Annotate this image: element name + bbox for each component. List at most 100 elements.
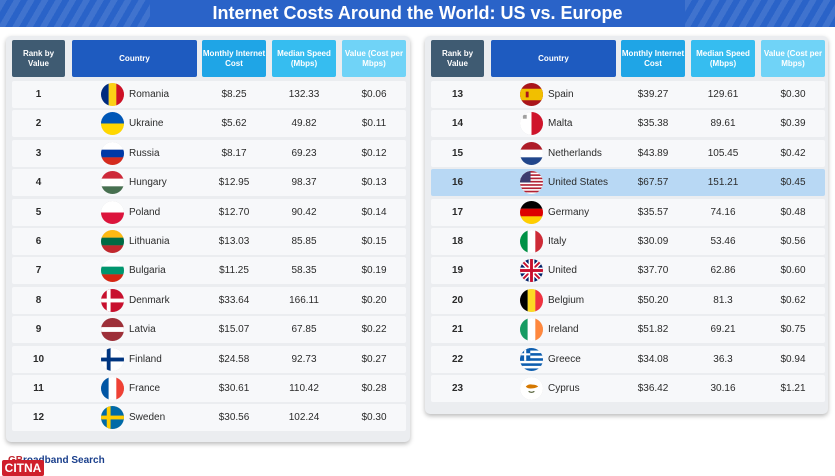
netherlands-flag-icon	[520, 141, 543, 165]
table-row: 20 Belgium $50.20 81.3 $0.62	[431, 286, 825, 314]
country-name: Cyprus	[548, 383, 580, 394]
country-name: Italy	[548, 236, 567, 247]
table-row: 14 Malta $35.38 89.61 $0.39	[431, 110, 825, 138]
country-name: Denmark	[129, 294, 170, 306]
median-speed-cell: 89.61	[710, 118, 736, 130]
country-cell: Netherlands	[491, 140, 616, 167]
header-country: Country	[491, 40, 616, 77]
median-speed-cell: 110.42	[289, 383, 319, 394]
country-name: Finland	[129, 353, 162, 365]
median-speed-cell: 102.24	[288, 412, 320, 424]
country-cell: Spain	[491, 81, 616, 108]
monthly-cost-cell: $12.95	[218, 177, 250, 189]
median-speed-cell: 85.85	[291, 236, 317, 247]
value-cell: $0.30	[361, 412, 387, 424]
united-kingdom-flag-icon	[520, 259, 543, 283]
value-cell: $0.30	[780, 89, 806, 100]
table-row: 11 France $30.61 110.42 $0.28	[12, 375, 406, 402]
monthly-cost-cell: $37.70	[637, 265, 669, 277]
country-cell: Cyprus	[491, 375, 616, 402]
median-speed-cell: 129.61	[707, 89, 739, 100]
median-speed-cell: 69.23	[291, 147, 317, 159]
median-speed-cell: 166.11	[289, 294, 319, 306]
monthly-cost-cell: $24.58	[218, 353, 250, 365]
rank-cell: 8	[35, 294, 42, 306]
country-cell: United States	[491, 169, 616, 196]
value-cell: $0.11	[361, 118, 387, 130]
table-row: 5 Poland $12.70 90.42 $0.14	[12, 198, 406, 226]
country-cell: Poland	[72, 199, 197, 226]
header-rank: Rank by Value	[431, 40, 484, 77]
header-median-speed: Median Speed (Mbps)	[691, 40, 755, 77]
country-cell: Russia	[72, 140, 197, 167]
value-cell: $0.13	[361, 177, 387, 189]
median-speed-cell: 36.3	[713, 353, 733, 365]
romania-flag-icon	[101, 83, 124, 106]
ireland-flag-icon	[520, 318, 543, 342]
page-title: Internet Costs Around the World: US vs. …	[212, 3, 623, 23]
monthly-cost-cell: $12.70	[218, 206, 250, 218]
median-speed-cell: 74.16	[710, 206, 736, 218]
rank-cell: 10	[32, 353, 45, 365]
rank-cell: 15	[451, 147, 464, 159]
country-name: Greece	[548, 353, 581, 365]
rank-cell: 22	[451, 353, 464, 365]
monthly-cost-cell: $30.61	[218, 383, 250, 394]
country-cell: Germany	[491, 199, 616, 226]
rank-cell: 16	[451, 177, 464, 189]
country-name: Ukraine	[129, 118, 164, 130]
table-row: 6 Lithuania $13.03 85.85 $0.15	[12, 228, 406, 255]
united-states-flag-icon	[520, 171, 543, 195]
median-speed-cell: 58.35	[291, 265, 317, 277]
monthly-cost-cell: $15.07	[218, 324, 250, 336]
italy-flag-icon	[520, 230, 543, 253]
title-bar-stripes-right	[685, 0, 835, 27]
value-cell: $0.45	[780, 177, 806, 189]
country-name: Spain	[548, 89, 574, 100]
value-cell: $0.12	[361, 147, 387, 159]
rank-cell: 9	[35, 324, 42, 336]
ukraine-flag-icon	[101, 112, 124, 136]
table-row: 7 Bulgaria $11.25 58.35 $0.19	[12, 257, 406, 285]
median-speed-cell: 53.46	[710, 236, 736, 247]
table-row: 15 Netherlands $43.89 105.45 $0.42	[431, 139, 825, 167]
median-speed-cell: 69.21	[710, 324, 736, 336]
country-name: Netherlands	[548, 147, 602, 159]
median-speed-cell: 67.85	[291, 324, 317, 336]
table-row: 3 Russia $8.17 69.23 $0.12	[12, 139, 406, 167]
value-cell: $0.39	[780, 118, 806, 130]
median-speed-cell: 30.16	[710, 383, 736, 394]
germany-flag-icon	[520, 200, 543, 224]
country-cell: Sweden	[72, 404, 197, 431]
median-speed-cell: 62.86	[710, 265, 736, 277]
greece-flag-icon	[520, 347, 543, 371]
country-cell: Romania	[72, 81, 197, 108]
table-row: 4 Hungary $12.95 98.37 $0.13	[12, 169, 406, 197]
monthly-cost-cell: $35.57	[637, 206, 669, 218]
value-cell: $0.22	[361, 324, 387, 336]
header-country: Country	[72, 40, 197, 77]
monthly-cost-cell: $35.38	[637, 118, 669, 130]
value-cell: $0.75	[780, 324, 806, 336]
median-speed-cell: 105.45	[707, 147, 739, 159]
country-cell: Ireland	[491, 316, 616, 343]
country-name: Sweden	[129, 412, 166, 424]
country-cell: Finland	[72, 346, 197, 373]
rank-cell: 13	[451, 89, 464, 100]
rank-cell: 20	[451, 294, 464, 306]
monthly-cost-cell: $8.17	[221, 147, 247, 159]
header-value: Value (Cost per Mbps)	[342, 40, 406, 77]
table-row: 13 Spain $39.27 129.61 $0.30	[431, 81, 825, 108]
value-cell: $1.21	[780, 383, 806, 394]
rank-cell: 2	[35, 118, 42, 130]
monthly-cost-cell: $11.25	[219, 265, 249, 277]
monthly-cost-cell: $33.64	[218, 294, 250, 306]
monthly-cost-cell: $8.25	[221, 89, 247, 100]
bulgaria-flag-icon	[101, 259, 124, 283]
table-row: 22 Greece $34.08 36.3 $0.94	[431, 345, 825, 373]
country-cell: Hungary	[72, 169, 197, 196]
rank-cell: 3	[35, 147, 42, 159]
median-speed-cell: 132.33	[288, 89, 320, 100]
value-cell: $0.14	[361, 206, 387, 218]
country-name: Ireland	[548, 324, 579, 336]
